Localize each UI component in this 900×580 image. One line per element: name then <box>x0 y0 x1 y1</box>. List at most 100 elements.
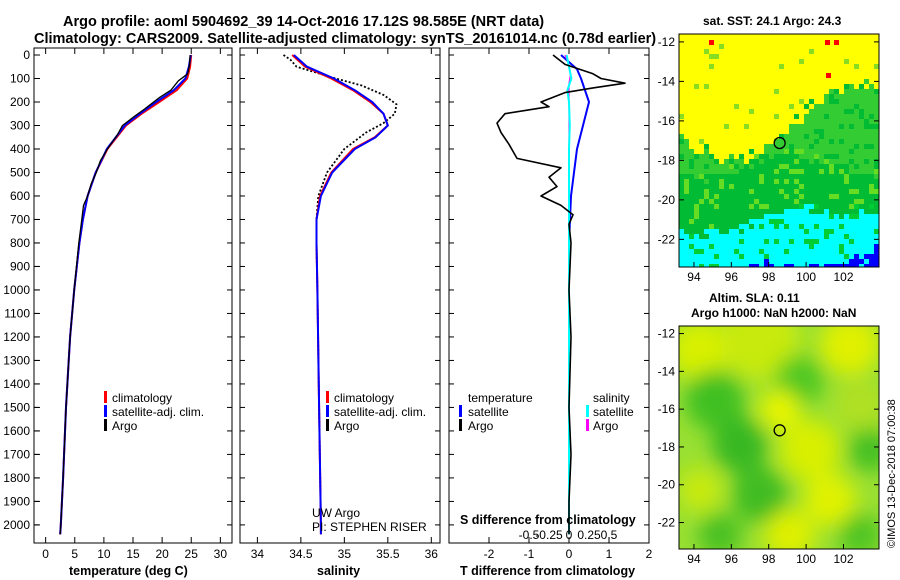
sst-cell <box>739 249 744 254</box>
sst-cell <box>864 124 869 129</box>
sst-cell <box>709 54 714 59</box>
s-tick-label: 0 <box>566 528 573 542</box>
sst-cell <box>874 214 879 219</box>
sst-cell <box>679 164 684 169</box>
sst-cell <box>779 249 784 254</box>
sst-cell <box>729 229 734 234</box>
x-tick-label: 2 <box>646 547 653 561</box>
sst-cell <box>859 134 864 139</box>
sst-cell <box>734 189 739 194</box>
sst-cell <box>814 154 819 159</box>
sst-cell <box>744 164 749 169</box>
sst-cell <box>869 99 874 104</box>
sst-cell <box>819 189 824 194</box>
salinity-climatology-line <box>291 54 389 535</box>
sst-cell <box>784 169 789 174</box>
sst-cell <box>844 164 849 169</box>
sst-cell <box>844 219 849 224</box>
sst-cell <box>729 174 734 179</box>
sst-cell <box>709 209 714 214</box>
sst-cell <box>864 179 869 184</box>
sst-cell <box>744 179 749 184</box>
sst-cell <box>754 169 759 174</box>
sst-cell <box>834 184 839 189</box>
sst-cell <box>774 89 779 94</box>
sst-cell <box>814 109 819 114</box>
sst-cell <box>699 249 704 254</box>
sst-cell <box>844 99 849 104</box>
sst-cell <box>859 104 864 109</box>
sst-cell <box>679 154 684 159</box>
sst-cell <box>719 179 724 184</box>
sst-cell <box>769 229 774 234</box>
sst-cell <box>719 169 724 174</box>
legend-argo-label: Argo <box>334 419 360 433</box>
legend-satellite-swatch <box>104 405 107 417</box>
sst-cell <box>779 189 784 194</box>
sst-cell <box>849 134 854 139</box>
sst-cell <box>724 254 729 259</box>
sst-cell <box>839 214 844 219</box>
sst-cell <box>684 144 689 149</box>
depth-tick-label: 1600 <box>3 424 30 438</box>
sst-cell <box>824 214 829 219</box>
sst-cell <box>869 139 874 144</box>
sst-cell <box>834 224 839 229</box>
sla-map-title: Altim. SLA: 0.11 <box>709 291 800 305</box>
sst-cell <box>799 134 804 139</box>
difference-ticks: -2 -1 0 1 2 -0.5-0.25 0 0.25 0.5 <box>449 48 653 561</box>
sst-cell <box>694 259 699 264</box>
sst-cell <box>849 239 854 244</box>
sst-cell <box>709 264 714 267</box>
sst-cell <box>714 264 719 267</box>
sst-cell <box>804 189 809 194</box>
sst-cell <box>874 224 879 229</box>
sst-cell <box>859 109 864 114</box>
sst-cell <box>834 244 839 249</box>
sst-cell <box>849 84 854 89</box>
sst-cell <box>839 219 844 224</box>
sst-cell <box>849 209 854 214</box>
sst-cell <box>834 254 839 259</box>
sst-cell <box>829 209 834 214</box>
sst-cell <box>809 244 814 249</box>
sst-cell <box>729 189 734 194</box>
sst-cell <box>729 234 734 239</box>
sst-cell <box>789 224 794 229</box>
sst-cell <box>819 104 824 109</box>
sst-cell <box>824 239 829 244</box>
sst-cell <box>794 139 799 144</box>
sst-cell <box>774 189 779 194</box>
sst-cell <box>744 124 749 129</box>
sst-cell <box>814 219 819 224</box>
sst-cell <box>809 99 814 104</box>
sst-cell <box>789 194 794 199</box>
sst-cell <box>859 119 864 124</box>
sst-cell <box>699 169 704 174</box>
legend-s-argo-swatch <box>586 419 589 431</box>
sst-cell <box>714 234 719 239</box>
depth-tick-label: 200 <box>10 95 30 109</box>
sst-cell <box>794 189 799 194</box>
sst-cell <box>694 189 699 194</box>
sst-cell <box>809 209 814 214</box>
sst-cell <box>824 189 829 194</box>
sst-cell <box>849 149 854 154</box>
sst-cell <box>814 114 819 119</box>
sst-cell <box>849 89 854 94</box>
sst-cell <box>769 264 774 267</box>
sst-cell <box>849 184 854 189</box>
sst-cell <box>854 234 859 239</box>
sst-cell <box>834 249 839 254</box>
sst-cell <box>859 84 864 89</box>
sst-cell <box>714 204 719 209</box>
sst-cell <box>709 64 714 69</box>
sst-cell <box>754 249 759 254</box>
sst-cell <box>854 109 859 114</box>
sst-cell <box>749 194 754 199</box>
sst-cell <box>739 254 744 259</box>
sst-cell <box>864 174 869 179</box>
sst-cell <box>719 204 724 209</box>
sst-cell <box>854 214 859 219</box>
sst-cell <box>734 169 739 174</box>
